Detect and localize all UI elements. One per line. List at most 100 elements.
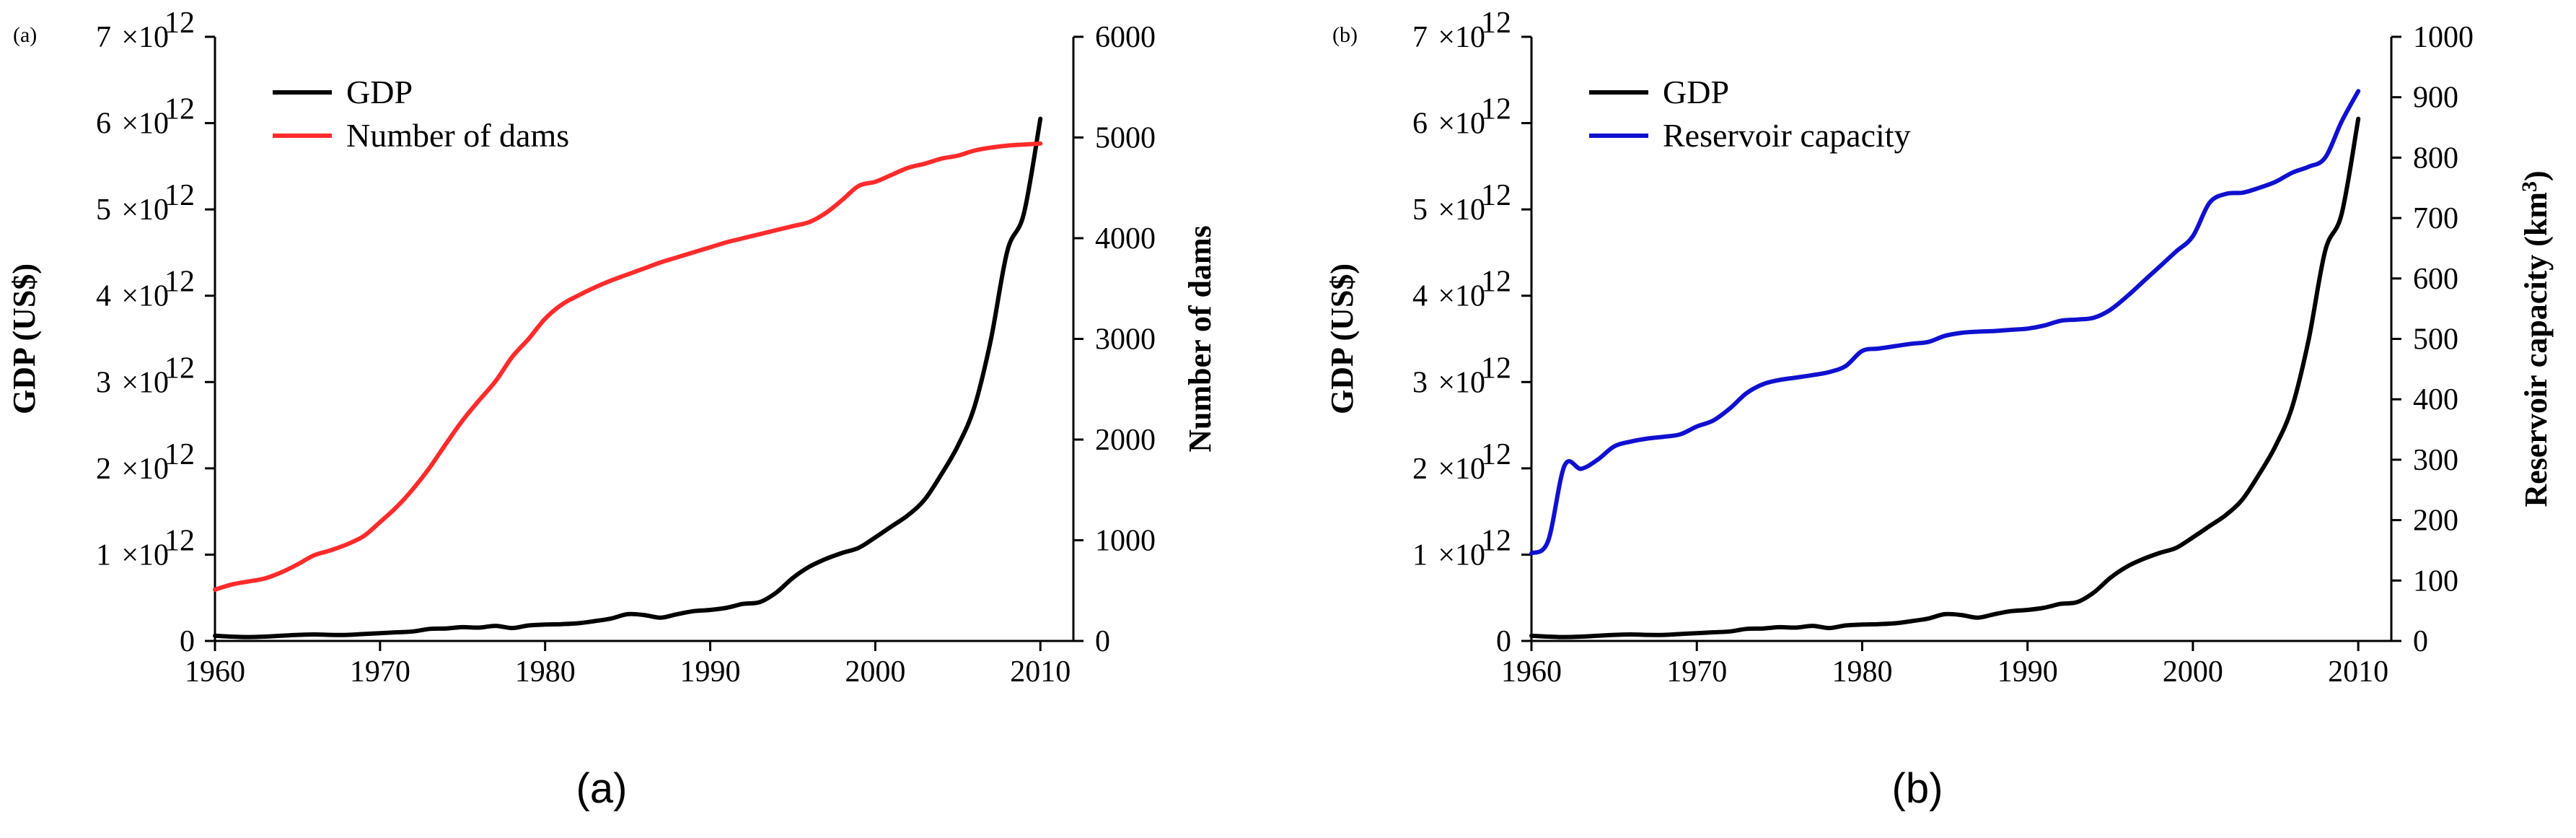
y-tick-label: 0	[1496, 625, 1511, 658]
y-tick-coefficient: 3	[1412, 366, 1428, 399]
y2-tick-label: 6000	[1095, 21, 1156, 54]
y-tick-coefficient: 6	[96, 108, 111, 141]
y-tick-times: ×10	[1438, 193, 1485, 227]
y-axis-label: GDP (US$)	[1324, 263, 1360, 414]
y-tick-coefficient: 1	[1412, 538, 1428, 572]
caption-a: (a)	[576, 765, 628, 812]
y-tick-label-group: 12×10 1	[96, 524, 195, 572]
y2-axis-label-text: Number of dams	[1182, 225, 1218, 453]
y-tick-times: ×10	[1438, 280, 1485, 313]
y2-axis-label: Reservoir capacity (km3)	[2518, 170, 2554, 507]
y-tick-exponent: 12	[1481, 438, 1511, 471]
y-tick-label-group: 12×10 3	[1412, 352, 1511, 399]
y-tick-exponent: 12	[1481, 6, 1511, 40]
y-tick-exponent: 12	[164, 352, 195, 385]
y-tick-coefficient: 3	[96, 366, 111, 399]
x-tick-label: 2000	[2163, 655, 2223, 689]
y-tick-times: ×10	[121, 108, 169, 141]
y-tick-times: ×10	[121, 453, 169, 486]
y-tick-label-group: 12×10 1	[1412, 524, 1511, 572]
y-tick-exponent: 12	[164, 524, 195, 557]
legend-label: Number of dams	[346, 117, 569, 154]
x-tick-label: 1960	[185, 655, 245, 689]
y2-tick-label: 700	[2413, 202, 2458, 235]
x-tick-label: 1990	[1997, 655, 2058, 689]
y-tick-times: ×10	[1438, 538, 1485, 572]
caption-b: (b)	[1892, 765, 1943, 812]
y-tick-label-group: 12×10 7	[96, 6, 195, 54]
y-tick-times: ×10	[1438, 366, 1485, 399]
x-tick-label: 2000	[845, 655, 905, 689]
y-tick-exponent: 12	[1481, 93, 1511, 126]
y-tick-times: ×10	[121, 21, 169, 54]
y2-axis-label-text: Reservoir capacity (km	[2518, 192, 2554, 507]
y-tick-exponent: 12	[164, 438, 195, 471]
y-tick-exponent: 12	[164, 93, 195, 126]
y-tick-exponent: 12	[164, 179, 195, 212]
y-tick-coefficient: 5	[1412, 193, 1428, 227]
y-tick-coefficient: 4	[1412, 280, 1428, 313]
y2-tick-label: 0	[1095, 625, 1110, 658]
y2-tick-label: 1000	[1095, 525, 1156, 558]
y-tick-exponent: 12	[1481, 266, 1511, 299]
x-tick-label: 1970	[350, 655, 410, 689]
y-tick-times: ×10	[121, 538, 169, 572]
y-tick-label-group: 12×10 7	[1412, 6, 1511, 54]
series-line-reservoir-capacity	[1529, 89, 2361, 556]
y-tick-exponent: 12	[164, 266, 195, 299]
y-tick-exponent: 12	[1481, 352, 1511, 385]
y2-tick-label: 900	[2413, 82, 2458, 115]
y-tick-label-group: 12×10 4	[1412, 266, 1511, 313]
x-tick-label: 1970	[1666, 655, 1727, 689]
y2-tick-label: 800	[2413, 141, 2458, 175]
y2-tick-label: 400	[2413, 383, 2458, 416]
y-tick-coefficient: 2	[1412, 453, 1428, 486]
legend-label: GDP	[346, 74, 413, 110]
y-tick-times: ×10	[1438, 21, 1485, 54]
y-tick-coefficient: 7	[96, 21, 111, 54]
y2-tick-label: 500	[2413, 323, 2458, 357]
y-tick-label-group: 12×10 6	[1412, 93, 1511, 141]
y-tick-coefficient: 5	[96, 193, 111, 227]
y-tick-label: 0	[180, 625, 195, 658]
y2-axis-label-superscript: 3	[2518, 181, 2541, 192]
y2-tick-label: 600	[2413, 263, 2458, 296]
x-tick-label: 1980	[515, 655, 576, 689]
y2-tick-label: 0	[2413, 625, 2428, 658]
y2-tick-label: 1000	[2413, 21, 2474, 54]
x-tick-label: 1960	[1501, 655, 1562, 689]
series-line-gdp	[213, 116, 1043, 640]
y-tick-coefficient: 2	[96, 453, 111, 486]
y-tick-label-group: 12×10 5	[1412, 179, 1511, 227]
series-line-gdp	[1529, 116, 2361, 640]
y-tick-coefficient: 4	[96, 280, 111, 313]
chart-panel-b: (b) (b) 1960 1970 1980 1990 2000 2010012×1011…	[1324, 6, 2554, 812]
x-tick-label: 2010	[2328, 655, 2388, 689]
y-tick-label-group: 12×10 2	[1412, 438, 1511, 486]
y2-tick-label: 2000	[1095, 424, 1156, 457]
y2-axis-label: Number of dams	[1182, 225, 1218, 453]
y-tick-times: ×10	[1438, 453, 1485, 486]
panel-label-b: (b)	[1332, 23, 1358, 47]
y-tick-coefficient: 6	[1412, 108, 1428, 141]
x-tick-label: 2010	[1010, 655, 1071, 689]
y2-axis-label-end: )	[2518, 170, 2554, 181]
y-tick-label-group: 12×10 3	[96, 352, 195, 399]
x-tick-label: 1990	[680, 655, 741, 689]
y2-tick-label: 4000	[1095, 222, 1156, 256]
panel-label-a: (a)	[13, 23, 37, 47]
y2-tick-label: 3000	[1095, 323, 1156, 357]
y-tick-exponent: 12	[164, 6, 195, 40]
chart-panel-a: (a) (a) 1960 1970 1980 1990 2000 2010012×1011…	[6, 6, 1218, 812]
y-tick-times: ×10	[121, 366, 169, 399]
y-axis-label: GDP (US$)	[6, 263, 42, 414]
y2-tick-label: 200	[2413, 505, 2458, 538]
y-tick-times: ×10	[1438, 108, 1485, 141]
y-tick-label-group: 12×10 4	[96, 266, 195, 313]
series-line-number-of-dams	[213, 141, 1043, 592]
y2-tick-label: 300	[2413, 444, 2458, 477]
y-tick-label-group: 12×10 2	[96, 438, 195, 486]
y2-tick-label: 100	[2413, 564, 2458, 598]
y2-tick-label: 5000	[1095, 122, 1156, 155]
